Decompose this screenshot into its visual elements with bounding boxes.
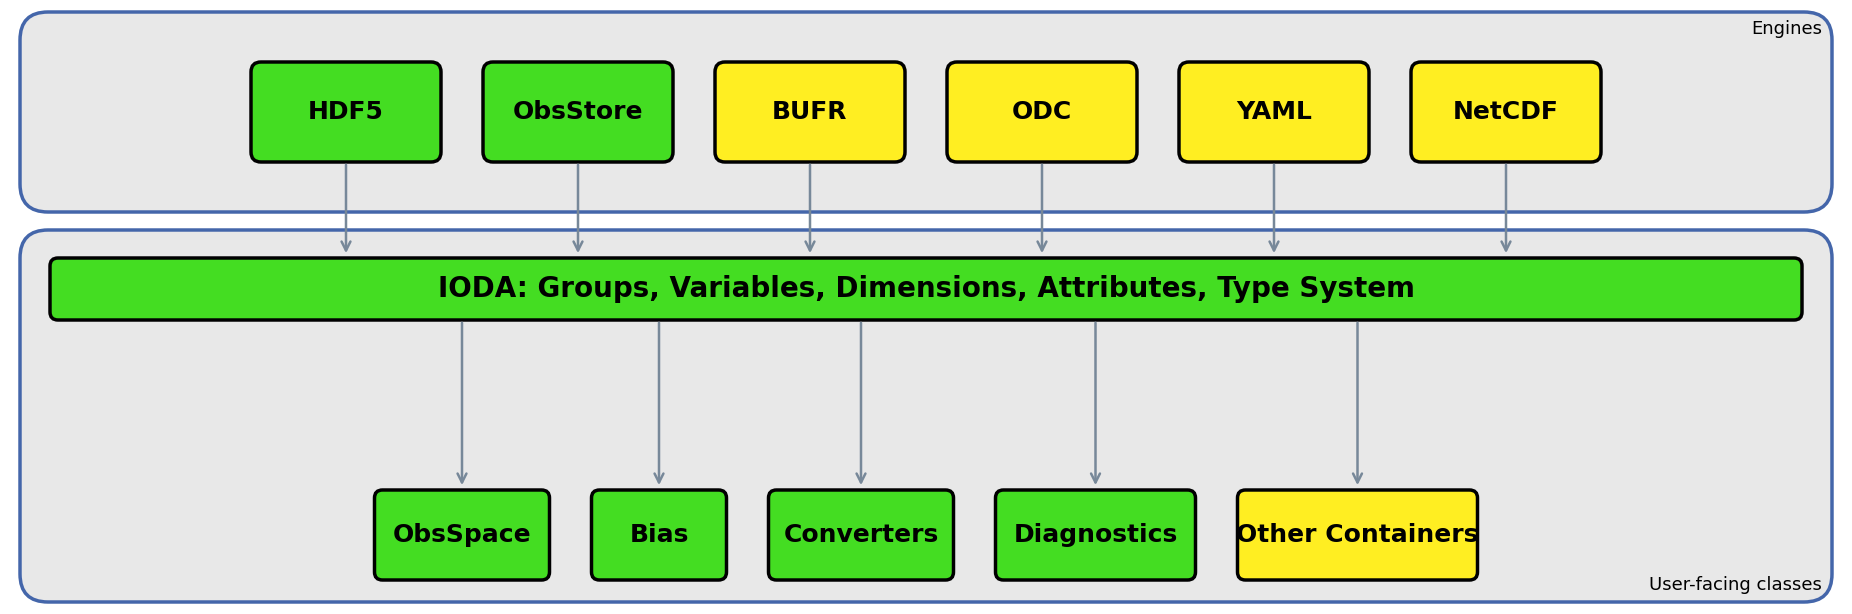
- Text: ODC: ODC: [1011, 100, 1072, 124]
- Text: HDF5: HDF5: [307, 100, 383, 124]
- Text: BUFR: BUFR: [772, 100, 848, 124]
- Text: NetCDF: NetCDF: [1454, 100, 1559, 124]
- Text: Converters: Converters: [783, 523, 939, 547]
- FancyBboxPatch shape: [20, 12, 1832, 212]
- FancyBboxPatch shape: [252, 62, 441, 162]
- FancyBboxPatch shape: [1180, 62, 1369, 162]
- Text: IODA: Groups, Variables, Dimensions, Attributes, Type System: IODA: Groups, Variables, Dimensions, Att…: [437, 275, 1415, 303]
- FancyBboxPatch shape: [483, 62, 672, 162]
- Text: YAML: YAML: [1235, 100, 1311, 124]
- FancyBboxPatch shape: [1237, 490, 1478, 580]
- Text: Engines: Engines: [1750, 20, 1822, 38]
- FancyBboxPatch shape: [50, 258, 1802, 320]
- Text: ObsSpace: ObsSpace: [393, 523, 532, 547]
- FancyBboxPatch shape: [996, 490, 1196, 580]
- Text: Diagnostics: Diagnostics: [1013, 523, 1178, 547]
- Text: Bias: Bias: [630, 523, 689, 547]
- FancyBboxPatch shape: [1411, 62, 1600, 162]
- FancyBboxPatch shape: [591, 490, 726, 580]
- Text: ObsStore: ObsStore: [513, 100, 643, 124]
- FancyBboxPatch shape: [374, 490, 550, 580]
- Text: User-facing classes: User-facing classes: [1648, 576, 1822, 594]
- FancyBboxPatch shape: [20, 230, 1832, 602]
- FancyBboxPatch shape: [715, 62, 906, 162]
- FancyBboxPatch shape: [769, 490, 954, 580]
- Text: Other Containers: Other Containers: [1237, 523, 1478, 547]
- FancyBboxPatch shape: [946, 62, 1137, 162]
